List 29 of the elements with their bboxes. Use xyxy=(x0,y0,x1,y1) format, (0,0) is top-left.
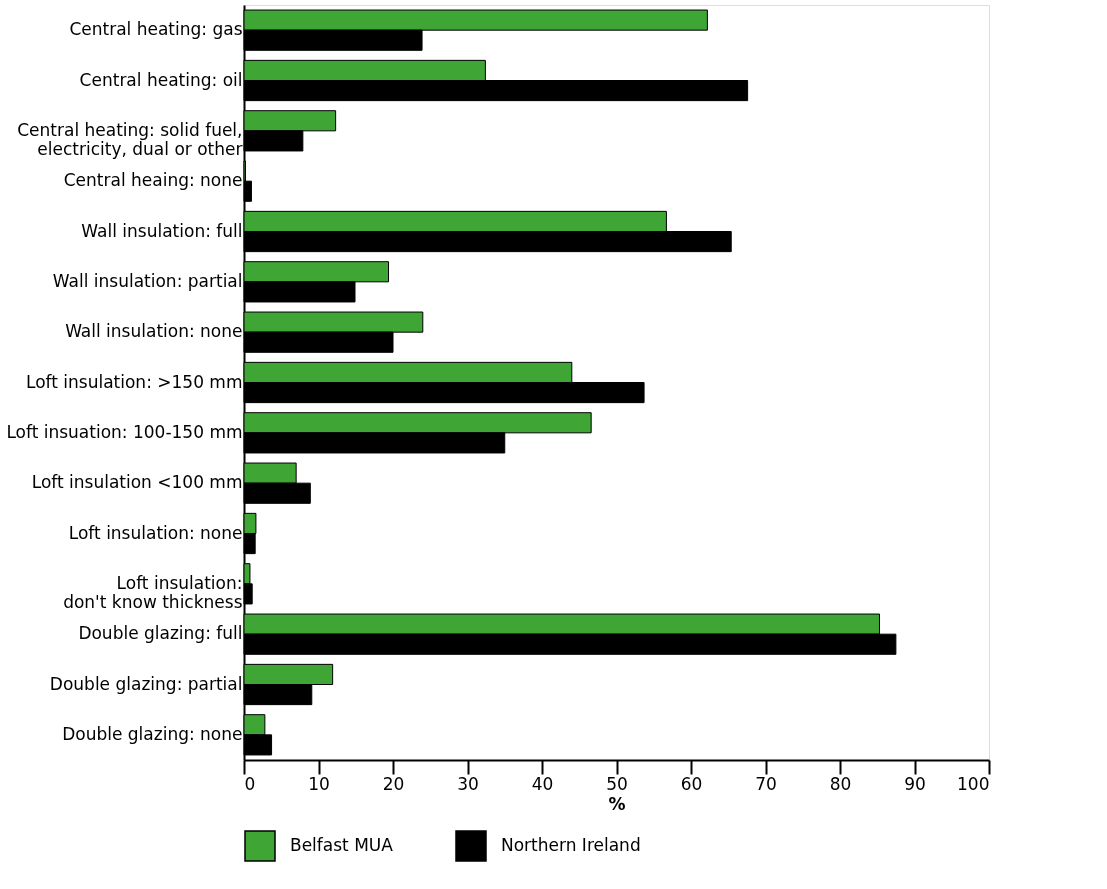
x-tick-label: 40 xyxy=(531,773,554,794)
y-tick-label: Double glazing: partial xyxy=(49,673,243,694)
y-tick-label: Loft insulation <100 mm xyxy=(31,472,243,493)
y-tick-label: Wall insulation: full xyxy=(81,220,243,241)
x-tick-label: 100 xyxy=(957,773,990,794)
y-tick-label: Loft insulation: >150 mm xyxy=(25,371,243,392)
x-tick-label: 90 xyxy=(904,773,926,794)
x-tick-label: 70 xyxy=(755,773,777,794)
legend-label: Belfast MUA xyxy=(290,835,394,855)
y-tick-label: Wall insulation: partial xyxy=(52,270,243,291)
x-tick-label: 20 xyxy=(382,773,405,794)
y-tick-label: Central heating: solid fuel, electricity, dual or other xyxy=(17,119,243,159)
y-tick-label: Double glazing: full xyxy=(78,623,243,644)
y-tick-label: Wall insulation: none xyxy=(65,321,243,342)
x-tick-label: 60 xyxy=(680,773,703,794)
x-tick-label: 80 xyxy=(829,773,852,794)
x-tick-label: 0 xyxy=(244,773,256,794)
legend-label: Northern Ireland xyxy=(501,835,641,855)
y-tick-label: Central heaing: none xyxy=(63,170,243,191)
x-tick-label: 50 xyxy=(606,773,628,794)
x-axis-title: % xyxy=(608,793,626,814)
y-tick-label: Loft insulation: none xyxy=(68,522,243,543)
y-tick-label: Loft insulation: don't know thickness xyxy=(63,572,243,612)
x-tick-label: 30 xyxy=(457,773,479,794)
y-tick-label: Double glazing: none xyxy=(62,723,243,744)
y-tick-label: Central heating: oil xyxy=(79,69,243,90)
y-tick-label: Central heating: gas xyxy=(69,19,243,40)
x-tick-label: 10 xyxy=(308,773,330,794)
y-tick-label: Loft insuation: 100-150 mm xyxy=(6,421,243,442)
